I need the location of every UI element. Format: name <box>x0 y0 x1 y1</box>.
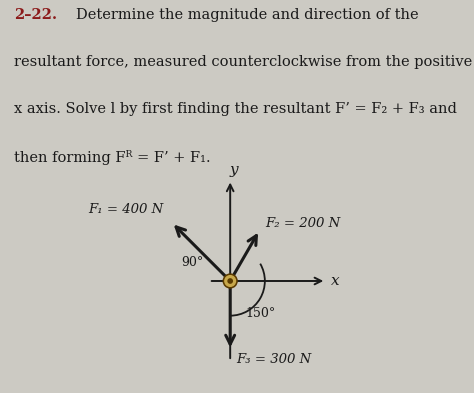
Text: F₃ = 300 N: F₃ = 300 N <box>237 353 312 366</box>
Circle shape <box>225 275 236 286</box>
Text: 2–22.: 2–22. <box>14 8 57 22</box>
Text: F₂ = 200 N: F₂ = 200 N <box>265 217 340 230</box>
Text: Determine the magnitude and direction of the: Determine the magnitude and direction of… <box>76 8 418 22</box>
Circle shape <box>223 274 237 288</box>
Text: x: x <box>330 274 339 288</box>
Text: F₁ = 400 N: F₁ = 400 N <box>89 203 164 216</box>
Text: 90°: 90° <box>181 256 203 269</box>
Text: then forming Fᴿ = F’ + F₁.: then forming Fᴿ = F’ + F₁. <box>14 150 211 165</box>
Text: y: y <box>229 163 237 177</box>
Text: resultant force, measured counterclockwise from the positive: resultant force, measured counterclockwi… <box>14 55 473 69</box>
Text: 150°: 150° <box>245 307 275 320</box>
Text: x axis. Solve l by first finding the resultant F’ = F₂ + F₃ and: x axis. Solve l by first finding the res… <box>14 103 457 116</box>
Circle shape <box>228 279 232 283</box>
